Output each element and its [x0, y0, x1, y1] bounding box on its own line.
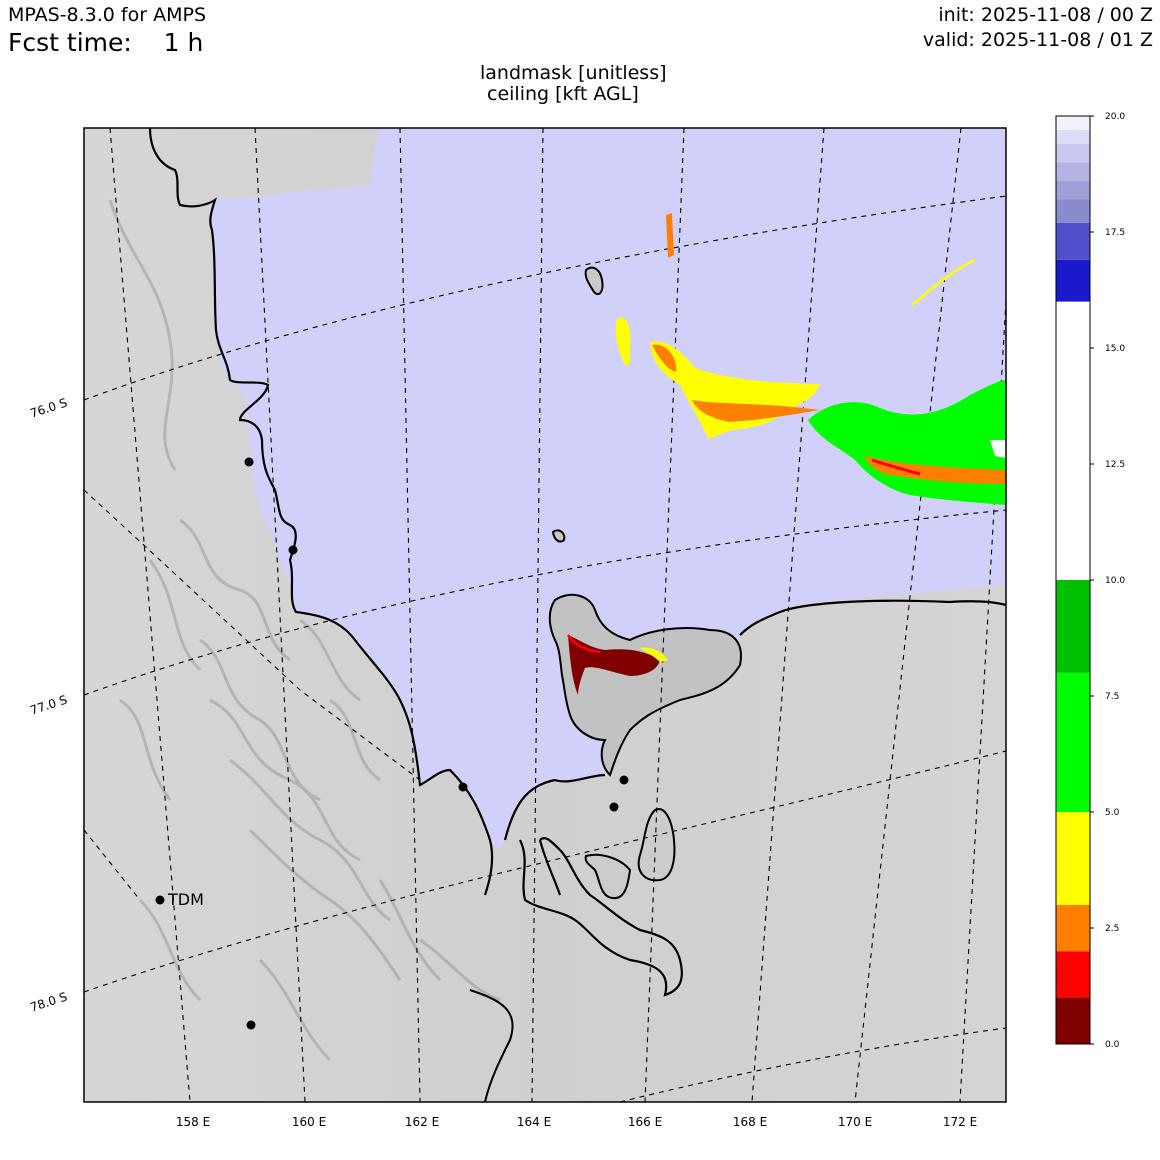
valid-time-label: valid: 2025-11-08 / 01 Z: [922, 29, 1153, 51]
lon-label: 168 E: [733, 1115, 767, 1129]
ceiling-patch-red-ross: [566, 634, 601, 654]
field-title-landmask: landmask [unitless]: [480, 62, 667, 84]
ceiling-patch-yellow-ross: [640, 647, 668, 662]
station-marker: [619, 775, 629, 785]
colorbar-band: [1056, 116, 1090, 130]
ceiling-patch-white: [990, 440, 1006, 458]
island-small: [551, 529, 566, 543]
graticule-parallels: [84, 195, 1006, 1102]
colorbar-band: [1056, 301, 1090, 580]
lon-label: 160 E: [292, 1115, 326, 1129]
lon-label: 166 E: [628, 1115, 662, 1129]
ross-island: [548, 593, 742, 777]
map-frame: [83, 127, 1007, 1103]
longitude-labels: 158 E 160 E 162 E 164 E 166 E 168 E 170 …: [176, 1115, 977, 1129]
colorbar-band: [1056, 997, 1090, 1044]
ceiling-patch-red-d: [871, 458, 921, 476]
colorbar-band: [1056, 904, 1090, 952]
colorbar-tick-label: 15.0: [1105, 344, 1125, 354]
ceiling-patch-orange-north: [666, 213, 674, 258]
ceiling-patch-orange-b: [652, 344, 677, 372]
station-marker-tdm: [155, 895, 165, 905]
ceiling-patch-orange-c: [692, 400, 820, 422]
colorbar-band: [1056, 580, 1090, 673]
colorbar-tick-label: 20.0: [1105, 112, 1125, 122]
map-canvas: TDM: [84, 128, 1006, 1102]
colorbar-band: [1056, 222, 1090, 260]
colorbar-tick-label: 10.0: [1105, 576, 1125, 586]
colorbar-band: [1056, 199, 1090, 223]
lat-label: 76.0 S: [28, 396, 69, 421]
colorbar-band: [1056, 143, 1090, 163]
coastline-south: [519, 836, 683, 997]
lon-label: 162 E: [405, 1115, 439, 1129]
colorbar-band: [1056, 672, 1090, 812]
ceiling-patch-orange-d: [865, 456, 1006, 484]
station-marker: [288, 545, 298, 555]
forecast-time-label: Fcst time: 1 h: [8, 28, 204, 57]
lat-label: 77.0 S: [28, 693, 69, 718]
colorbar: [1055, 115, 1091, 1045]
ocean-area: [211, 128, 1006, 848]
field-title-ceiling: ceiling [kft AGL]: [487, 83, 639, 105]
terrain-ridges: [108, 199, 501, 1062]
colorbar-tick-label: 7.5: [1105, 692, 1119, 702]
lon-label: 164 E: [517, 1115, 551, 1129]
island-north: [584, 266, 604, 296]
colorbar-tick-label: 17.5: [1105, 228, 1125, 238]
ceiling-field: [566, 213, 1006, 695]
colorbar-tick-label: 0.0: [1105, 1040, 1120, 1050]
coastline-lower: [469, 989, 514, 1102]
station-marker: [244, 457, 254, 467]
latitude-labels: 76.0 S 77.0 S 78.0 S: [28, 396, 69, 1015]
colorbar-band: [1056, 129, 1090, 144]
init-time-label: init: 2025-11-08 / 00 Z: [938, 4, 1153, 26]
colorbar-tick-label: 12.5: [1105, 460, 1125, 470]
colorbar-tick-label: 5.0: [1105, 808, 1120, 818]
station-label-tdm: TDM: [167, 890, 204, 909]
colorbar-tick-label: 2.5: [1105, 924, 1119, 934]
colorbar-band: [1056, 162, 1090, 181]
colorbar-band: [1056, 951, 1090, 998]
colorbar-band: [1056, 180, 1090, 200]
ceiling-patch-yellow-ne: [911, 258, 976, 306]
colorbar-band: [1056, 259, 1090, 302]
station-marker: [246, 1020, 256, 1030]
lon-label: 172 E: [943, 1115, 977, 1129]
lon-label: 158 E: [176, 1115, 210, 1129]
colorbar-band: [1056, 812, 1090, 905]
ceiling-patch-yellow-a: [615, 317, 631, 366]
station-marker: [458, 782, 468, 792]
island-south-a: [637, 808, 676, 882]
model-label: MPAS-8.3.0 for AMPS: [8, 4, 207, 26]
lon-label: 170 E: [838, 1115, 872, 1129]
coastline: [148, 128, 1006, 896]
station-marker: [609, 802, 619, 812]
graticule-meridians: [84, 128, 1006, 1102]
island-south-b: [584, 853, 632, 900]
colorbar-ticks: 20.0 17.5 15.0 12.5 10.0 7.5 5.0 2.5 0.0: [1090, 112, 1125, 1050]
stations: [155, 457, 629, 1030]
lat-label: 78.0 S: [28, 990, 69, 1015]
